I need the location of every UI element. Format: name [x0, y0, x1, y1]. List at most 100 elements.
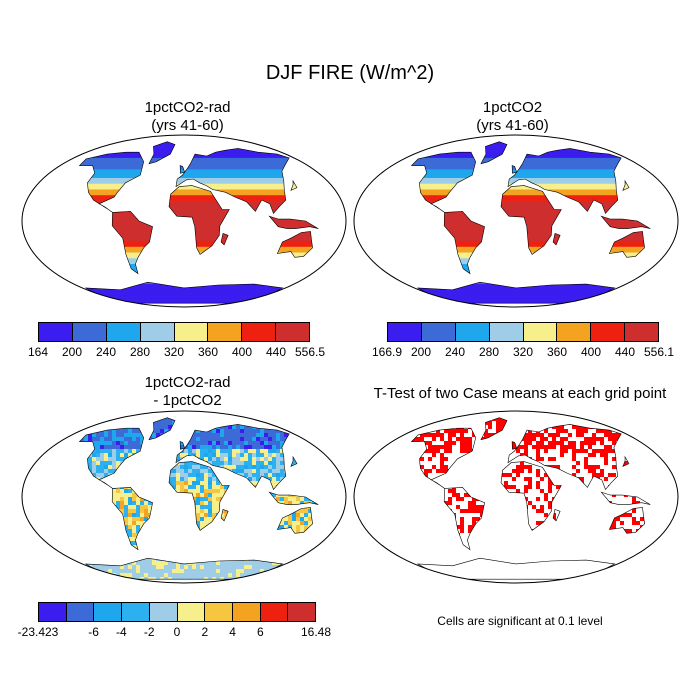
grid-cell	[124, 441, 128, 445]
value-band	[411, 209, 651, 213]
grid-cell	[364, 501, 368, 505]
grid-cell	[172, 449, 176, 453]
grid-cell	[296, 489, 300, 493]
grid-cell	[488, 481, 492, 485]
grid-cell	[184, 421, 188, 425]
grid-cell	[168, 549, 172, 553]
grid-cell	[300, 421, 304, 425]
grid-cell	[548, 421, 552, 425]
grid-cell	[316, 481, 319, 485]
grid-cell	[96, 577, 100, 580]
grid-cell	[36, 437, 40, 441]
grid-cell	[656, 421, 660, 425]
grid-cell	[464, 429, 468, 433]
grid-cell	[32, 581, 36, 585]
grid-cell	[604, 417, 608, 421]
grid-cell	[68, 549, 72, 553]
grid-cell	[52, 457, 56, 461]
grid-cell	[184, 545, 188, 549]
grid-cell	[192, 441, 196, 445]
grid-cell	[116, 429, 120, 433]
coastline-eurasia	[175, 148, 290, 214]
grid-cell	[212, 529, 216, 533]
grid-cell	[108, 549, 112, 553]
grid-cell	[304, 473, 308, 477]
grid-cell	[104, 521, 108, 525]
grid-cell	[212, 501, 216, 505]
grid-cell	[36, 489, 40, 493]
grid-cell	[676, 449, 680, 453]
grid-cell	[244, 537, 248, 541]
grid-cell	[172, 573, 176, 577]
grid-cell	[68, 533, 72, 537]
grid-cell	[64, 461, 68, 465]
cb3-swatch	[66, 603, 95, 621]
grid-cell	[236, 441, 240, 445]
grid-cell	[136, 433, 140, 437]
grid-cell	[380, 489, 384, 493]
grid-cell	[79, 565, 80, 569]
grid-cell	[268, 557, 272, 561]
grid-cell	[176, 489, 180, 493]
grid-cell	[56, 501, 60, 505]
grid-cell	[92, 537, 96, 541]
grid-cell	[336, 413, 340, 417]
grid-cell	[32, 473, 36, 477]
grid-cell	[288, 577, 292, 580]
grid-cell	[120, 577, 124, 580]
grid-cell	[168, 465, 172, 469]
grid-cell	[244, 481, 248, 485]
grid-cell	[500, 417, 504, 421]
grid-cell	[148, 569, 152, 573]
grid-cell	[256, 541, 260, 545]
grid-cell	[152, 425, 156, 429]
grid-cell	[340, 565, 344, 569]
grid-cell	[448, 497, 452, 501]
grid-cell	[308, 525, 312, 529]
grid-cell	[520, 425, 524, 429]
grid-cell	[292, 489, 296, 493]
grid-cell	[72, 533, 76, 537]
grid-cell	[192, 537, 196, 541]
grid-cell	[48, 477, 52, 481]
grid-cell	[664, 509, 668, 513]
grid-cell	[292, 541, 296, 545]
grid-cell	[296, 425, 300, 429]
grid-cell	[600, 449, 604, 453]
grid-cell	[72, 497, 76, 501]
grid-cell	[200, 485, 204, 489]
grid-cell	[196, 477, 200, 481]
grid-cell	[152, 473, 156, 477]
grid-cell	[40, 561, 44, 565]
grid-cell	[152, 417, 156, 421]
grid-cell	[312, 433, 316, 437]
grid-cell	[372, 461, 376, 465]
grid-cell	[28, 573, 32, 577]
grid-cell	[24, 545, 28, 549]
grid-cell	[244, 517, 248, 521]
grid-cell	[420, 433, 424, 437]
grid-cell	[176, 425, 180, 429]
grid-cell	[172, 469, 176, 473]
grid-cell	[284, 529, 288, 533]
grid-cell	[204, 565, 208, 569]
grid-cell	[168, 517, 172, 521]
grid-cell	[488, 501, 492, 505]
grid-cell	[176, 493, 180, 497]
grid-cell	[32, 577, 36, 581]
grid-cell	[164, 573, 168, 577]
grid-cell	[320, 477, 324, 481]
grid-cell	[252, 481, 256, 485]
grid-cell	[32, 537, 36, 541]
grid-cell	[36, 565, 40, 569]
grid-cell	[528, 433, 532, 437]
grid-cell	[252, 545, 256, 549]
grid-cell	[100, 573, 104, 577]
grid-cell	[516, 489, 520, 493]
grid-cell	[156, 433, 160, 437]
grid-cell	[216, 461, 220, 465]
grid-cell	[72, 461, 76, 465]
grid-cell	[296, 537, 300, 541]
grid-cell	[144, 525, 148, 529]
grid-cell	[236, 433, 240, 437]
